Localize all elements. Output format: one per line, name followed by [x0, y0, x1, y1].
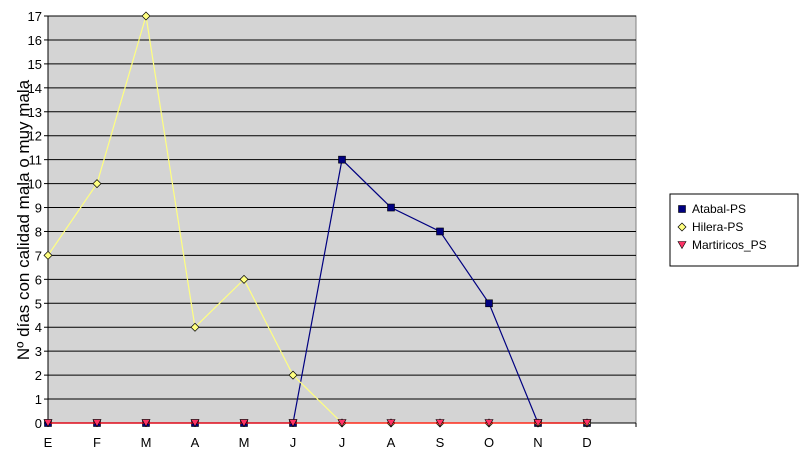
data-point-martiricos-ps	[141, 419, 151, 428]
data-point-martiricos-ps	[43, 419, 53, 428]
x-tick-label: F	[93, 435, 101, 450]
legend-box	[669, 193, 799, 267]
data-point-hilera-ps	[288, 370, 298, 380]
y-tick-label: 12	[28, 129, 42, 144]
data-point-martiricos-ps	[288, 419, 298, 428]
y-tick-label: 17	[28, 9, 42, 24]
data-point-hilera-ps	[190, 322, 200, 332]
legend-label-hilera-ps: Hilera-PS	[692, 220, 743, 234]
y-tick-label: 2	[35, 368, 42, 383]
x-tick-label: J	[339, 435, 346, 450]
data-point-martiricos-ps	[386, 419, 396, 428]
x-tick-label: A	[191, 435, 200, 450]
y-tick-label: 5	[35, 296, 42, 311]
y-tick-label: 6	[35, 272, 42, 287]
x-tick-label: E	[44, 435, 53, 450]
y-tick-label: 1	[35, 392, 42, 407]
data-point-martiricos-ps	[582, 419, 592, 428]
y-tick-label: 7	[35, 248, 42, 263]
data-point-hilera-ps	[141, 11, 151, 21]
y-tick-label: 9	[35, 201, 42, 216]
data-point-hilera-ps	[43, 250, 53, 260]
x-tick-label: A	[387, 435, 396, 450]
y-tick-label: 10	[28, 177, 42, 192]
legend-label-martiricos-ps: Martiricos_PS	[692, 238, 767, 252]
data-point-martiricos-ps	[239, 419, 249, 428]
x-tick-label: O	[484, 435, 494, 450]
y-tick-label: 11	[29, 153, 43, 168]
plot-background	[47, 15, 637, 424]
x-tick-label: M	[239, 435, 250, 450]
data-point-atabal-ps	[436, 227, 444, 236]
data-point-atabal-ps	[485, 299, 493, 308]
y-tick-label: 4	[35, 320, 42, 335]
data-point-hilera-ps	[239, 274, 249, 284]
data-point-martiricos-ps	[337, 419, 347, 428]
x-tick-label: N	[533, 435, 542, 450]
data-point-martiricos-ps	[533, 419, 543, 428]
y-tick-label: 8	[35, 224, 42, 239]
legend: Atabal-PS Hilera-PS Martiricos_PS	[669, 193, 799, 267]
y-tick-label: 0	[35, 416, 42, 431]
legend-label-atabal-ps: Atabal-PS	[692, 202, 746, 216]
x-tick-label: J	[290, 435, 297, 450]
y-tick-label: 15	[28, 57, 42, 72]
data-point-hilera-ps	[92, 179, 102, 189]
y-tick-label: 16	[28, 33, 42, 48]
legend-marker-martiricos-ps	[677, 241, 687, 250]
x-tick-label: D	[582, 435, 591, 450]
y-tick-label: 13	[28, 105, 42, 120]
data-point-martiricos-ps	[484, 419, 494, 428]
data-point-atabal-ps	[338, 155, 346, 164]
y-tick-label: 3	[35, 344, 42, 359]
legend-marker-atabal-ps	[678, 205, 686, 213]
x-tick-label: S	[436, 435, 445, 450]
y-axis-label: Nº días con calidad mala o muy mala	[14, 79, 33, 360]
legend-marker-hilera-ps	[677, 222, 687, 232]
data-point-martiricos-ps	[435, 419, 445, 428]
y-tick-label: 14	[28, 81, 42, 96]
data-point-atabal-ps	[387, 203, 395, 212]
data-point-martiricos-ps	[190, 419, 200, 428]
data-point-martiricos-ps	[92, 419, 102, 428]
x-tick-label: M	[141, 435, 152, 450]
